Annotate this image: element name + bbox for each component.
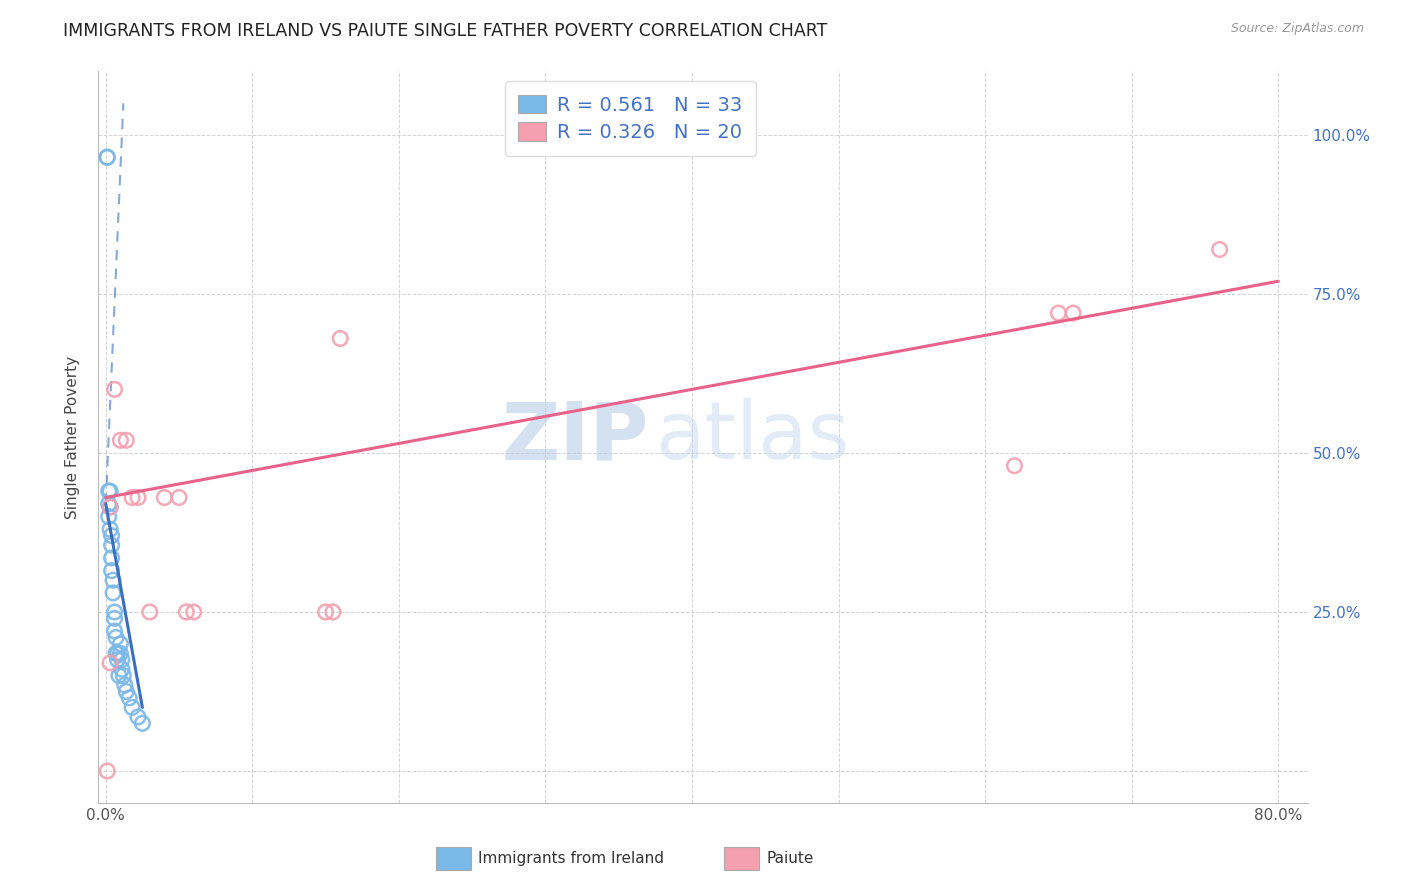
Point: [176, 605, 198, 619]
Point: [98, 484, 121, 499]
Point: [96, 150, 118, 164]
Point: [115, 684, 138, 698]
Text: Immigrants from Ireland: Immigrants from Ireland: [478, 852, 664, 866]
Point: [105, 646, 128, 660]
Text: IMMIGRANTS FROM IRELAND VS PAIUTE SINGLE FATHER POVERTY CORRELATION CHART: IMMIGRANTS FROM IRELAND VS PAIUTE SINGLE…: [63, 22, 828, 40]
Point: [103, 605, 125, 619]
Point: [121, 491, 143, 505]
Point: [97, 484, 120, 499]
Point: [112, 668, 135, 682]
Text: Source: ZipAtlas.com: Source: ZipAtlas.com: [1230, 22, 1364, 36]
Point: [1004, 458, 1026, 473]
Point: [111, 662, 134, 676]
Point: [110, 637, 132, 651]
Point: [98, 522, 121, 536]
Point: [105, 631, 128, 645]
Point: [97, 509, 120, 524]
Point: [183, 605, 205, 619]
Point: [98, 500, 121, 514]
Point: [107, 653, 129, 667]
Point: [101, 573, 124, 587]
Point: [315, 605, 337, 619]
Point: [98, 656, 121, 670]
Point: [1208, 243, 1230, 257]
Point: [127, 710, 149, 724]
Text: atlas: atlas: [655, 398, 849, 476]
Legend: R = 0.561   N = 33, R = 0.326   N = 20: R = 0.561 N = 33, R = 0.326 N = 20: [505, 81, 756, 156]
Text: Paiute: Paiute: [766, 852, 814, 866]
Point: [1047, 306, 1070, 320]
Point: [153, 491, 176, 505]
Point: [100, 538, 122, 552]
Point: [115, 434, 138, 448]
Point: [167, 491, 190, 505]
Point: [329, 331, 352, 345]
Point: [97, 497, 120, 511]
Point: [110, 434, 132, 448]
Point: [110, 646, 132, 660]
Point: [121, 700, 143, 714]
Point: [100, 564, 122, 578]
Point: [111, 653, 134, 667]
Point: [1062, 306, 1084, 320]
Point: [131, 716, 153, 731]
Point: [138, 605, 160, 619]
Point: [98, 500, 121, 514]
Point: [100, 529, 122, 543]
Point: [96, 764, 118, 778]
Point: [103, 383, 125, 397]
Point: [127, 491, 149, 505]
Point: [103, 611, 125, 625]
Text: ZIP: ZIP: [502, 398, 648, 476]
Point: [101, 586, 124, 600]
Point: [103, 624, 125, 638]
Point: [108, 668, 131, 682]
Point: [118, 690, 141, 705]
Point: [114, 678, 136, 692]
Point: [96, 150, 118, 164]
Y-axis label: Single Father Poverty: Single Father Poverty: [65, 356, 80, 518]
Point: [100, 550, 122, 565]
Point: [322, 605, 344, 619]
Point: [107, 646, 129, 660]
